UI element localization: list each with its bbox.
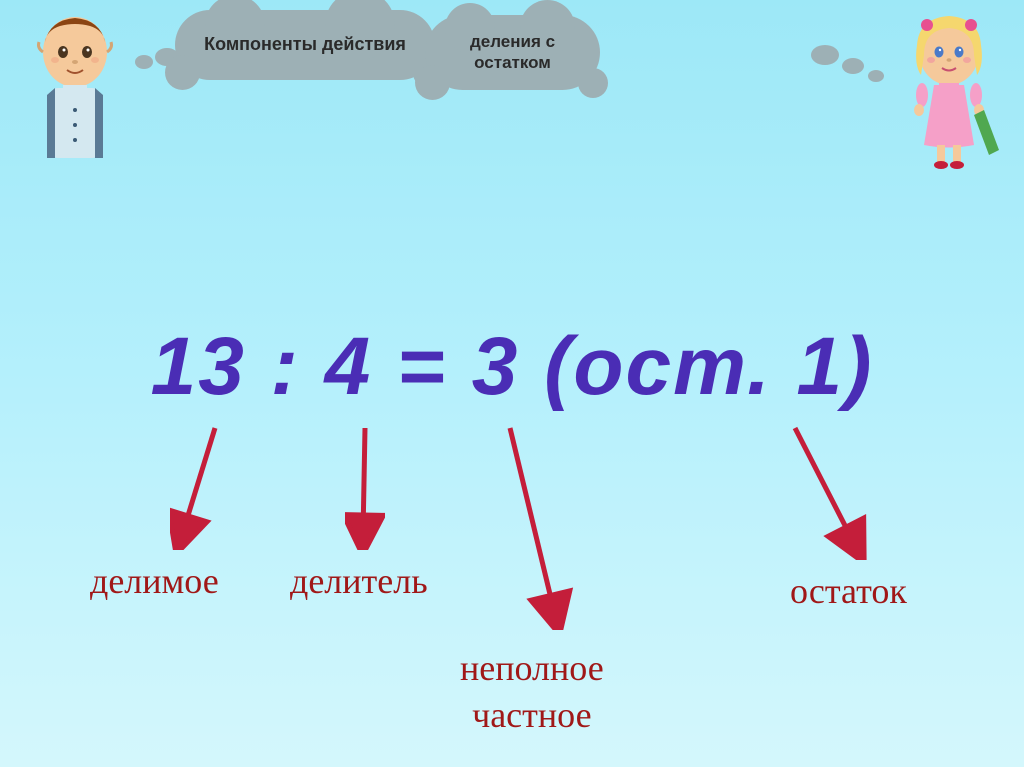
main-equation: 13 : 4 = 3 (ост. 1) (151, 320, 874, 414)
bubble-dot (811, 45, 839, 65)
label-quotient: неполное частное (460, 645, 604, 739)
boy-character (15, 10, 135, 170)
cloud-2-text: деления с остатком (450, 32, 575, 73)
boy-svg (15, 10, 135, 170)
bubble-dot (842, 58, 864, 74)
label-divisor: делитель (290, 560, 428, 602)
cloud-1-text: Компоненты действия (204, 34, 406, 56)
arrow-quotient (495, 420, 575, 630)
label-quotient-line1: неполное (460, 648, 604, 688)
arrow-dividend (170, 420, 230, 550)
arrow-divisor (345, 420, 385, 550)
label-remainder: остаток (790, 570, 907, 612)
title-cloud-2: деления с остатком (425, 15, 600, 90)
arrow-remainder (775, 420, 875, 560)
label-dividend: делимое (90, 560, 219, 602)
girl-svg (889, 10, 1009, 170)
title-cloud-1: Компоненты действия (175, 10, 435, 80)
bubble-dot (868, 70, 884, 82)
label-quotient-line2: частное (472, 695, 591, 735)
bubble-dot (135, 55, 153, 69)
girl-character (889, 10, 1009, 170)
